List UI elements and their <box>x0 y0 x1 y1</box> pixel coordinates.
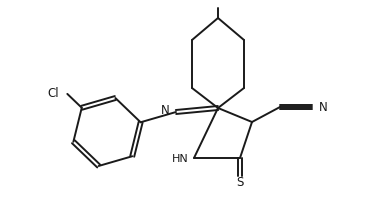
Text: Cl: Cl <box>48 87 59 100</box>
Text: N: N <box>319 101 328 114</box>
Text: HN: HN <box>172 154 189 164</box>
Text: N: N <box>161 103 170 117</box>
Text: S: S <box>236 177 244 190</box>
